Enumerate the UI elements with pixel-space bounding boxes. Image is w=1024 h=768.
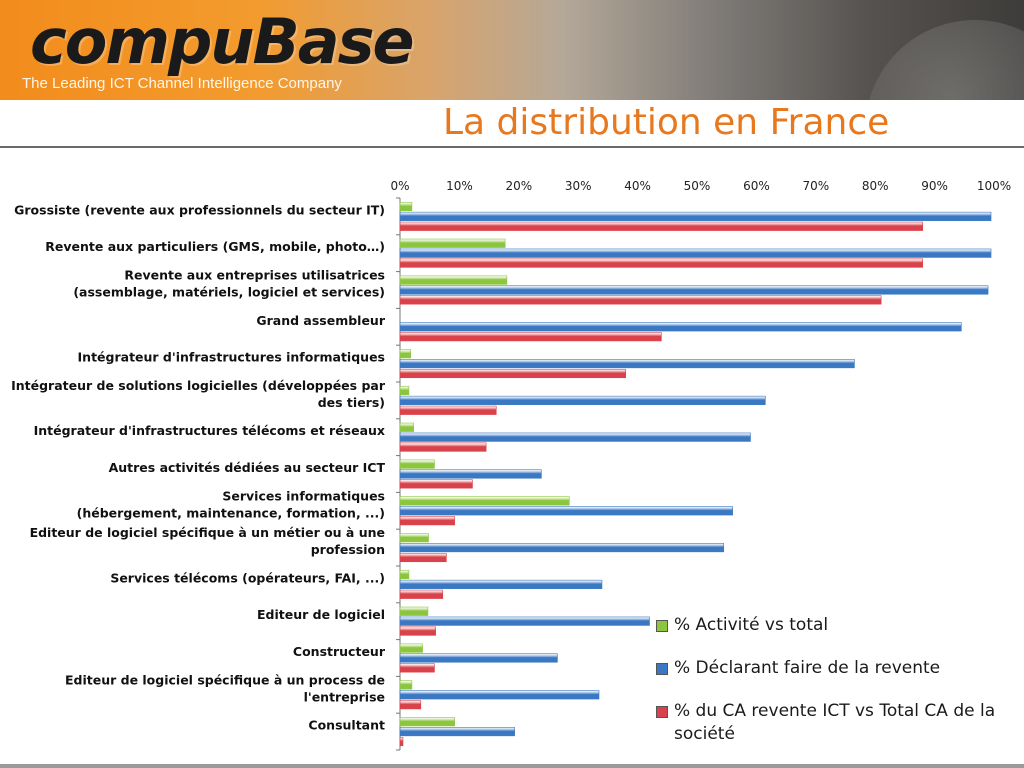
bar-ca [399, 442, 487, 452]
bar-revente [399, 579, 603, 589]
category-label: Revente aux entreprises utilisatrices [124, 268, 385, 283]
bar-activite [399, 680, 413, 690]
x-tick-label: 30% [565, 179, 592, 193]
bar-revente [399, 359, 855, 369]
bar-ca [399, 516, 455, 526]
bar-ca [399, 479, 473, 489]
x-tick-label: 80% [862, 179, 889, 193]
bar-ca [399, 221, 924, 231]
bar-chart: 0% 10% 20% 30% 40% 50% 60% 70% 80% 90% 100% Grossis… [11, 179, 1011, 751]
bar-ca [399, 663, 435, 673]
bar-activite [399, 643, 423, 653]
category-label: Services télécoms (opérateurs, FAI, ...) [110, 570, 385, 585]
category-label: Intégrateur de solutions logicielles (dé… [11, 378, 386, 393]
x-tick-label: 50% [684, 179, 711, 193]
bar-activite [399, 385, 410, 396]
bar-ca [399, 552, 447, 563]
category-label: profession [311, 542, 385, 557]
bar-activite [399, 459, 435, 469]
bar-activite [399, 606, 429, 616]
category-label: Grossiste (revente aux professionnels du… [14, 202, 385, 217]
bar-revente [399, 285, 989, 295]
x-tick-label: 100% [977, 179, 1011, 193]
bar-revente [399, 322, 962, 332]
header-divider [0, 146, 1024, 148]
bar-ca [399, 295, 882, 305]
bar-activite [399, 349, 411, 359]
bar-revente [399, 690, 600, 700]
chart-legend: % Activité vs total % Déclarant faire de… [650, 614, 1020, 766]
category-label: Intégrateur d'infrastructures informatiq… [78, 350, 385, 365]
bar-revente [399, 727, 515, 737]
footer-divider [0, 764, 1024, 768]
bar-activite [399, 717, 455, 727]
bar-activite [399, 238, 506, 248]
bar-activite [399, 275, 508, 285]
category-label: Editeur de logiciel spécifique à un méti… [30, 525, 385, 540]
legend-label-revente: % Déclarant faire de la revente [674, 658, 941, 678]
title-band [0, 100, 1024, 148]
company-tagline: The Leading ICT Channel Intelligence Com… [22, 75, 342, 92]
x-tick-label: 0% [390, 179, 409, 193]
category-label: (hébergement, maintenance, formation, ..… [77, 505, 385, 520]
bar-activite [399, 496, 570, 506]
legend-swatch-activite [656, 620, 668, 632]
bar-ca [399, 258, 924, 268]
legend-label-ca: % du CA revente ICT vs Total CA de la so… [674, 701, 996, 744]
bar-ca [399, 589, 444, 599]
bar-ca [399, 405, 497, 415]
bar-activite [399, 201, 413, 212]
category-label: (assemblage, matériels, logiciel et serv… [73, 285, 385, 300]
bar-activite [399, 569, 410, 580]
category-label: Constructeur [293, 644, 386, 659]
x-tick-label: 70% [802, 179, 829, 193]
legend-swatch-revente [656, 663, 668, 675]
bar-revente [399, 248, 992, 258]
bar-ca [399, 700, 422, 710]
x-tick-label: 20% [505, 179, 532, 193]
legend-label-activite: % Activité vs total [674, 615, 829, 635]
bar-revente [399, 653, 558, 663]
bar-revente [399, 543, 725, 553]
category-label: Editeur de logiciel [257, 607, 385, 622]
legend-item-activite: % Activité vs total [650, 614, 1020, 637]
bar-ca [399, 332, 662, 342]
category-label: Intégrateur d'infrastructures télécoms e… [34, 423, 385, 438]
category-label: Consultant [308, 718, 385, 733]
x-tick-label: 40% [624, 179, 651, 193]
category-label: Editeur de logiciel spécifique à un proc… [65, 672, 385, 687]
bar-revente [399, 395, 766, 405]
bar-ca [399, 368, 627, 379]
x-tick-label: 60% [743, 179, 770, 193]
category-label: des tiers) [318, 395, 385, 410]
bar-ca [399, 736, 404, 747]
category-label: Autres activités dédiées au secteur ICT [109, 460, 386, 475]
legend-item-ca: % du CA revente ICT vs Total CA de la so… [650, 700, 1020, 746]
bar-revente [399, 506, 733, 516]
bar-revente [399, 211, 992, 221]
category-label: Services informatiques [222, 488, 385, 503]
bar-activite [399, 422, 414, 432]
bar-ca [399, 626, 436, 636]
category-label: l'entreprise [304, 689, 385, 704]
company-logo: compuBase [30, 5, 415, 78]
legend-item-revente: % Déclarant faire de la revente [650, 657, 1020, 680]
bar-activite [399, 533, 429, 543]
x-tick-label: 90% [921, 179, 948, 193]
slide-title: La distribution en France [443, 102, 890, 143]
legend-swatch-ca [656, 706, 668, 718]
x-tick-label: 10% [446, 179, 473, 193]
bar-revente [399, 432, 751, 442]
bar-revente [399, 616, 650, 626]
category-label: Grand assembleur [256, 313, 385, 328]
category-label: Revente aux particuliers (GMS, mobile, p… [45, 239, 385, 254]
bar-revente [399, 469, 542, 479]
header-banner: compuBase The Leading ICT Channel Intell… [0, 0, 1024, 148]
